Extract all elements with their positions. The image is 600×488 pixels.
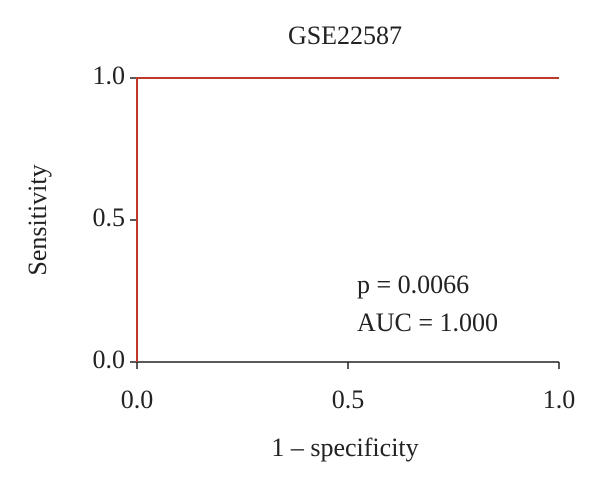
y-tick-label: 0.5 (93, 203, 126, 232)
roc-curve (136, 77, 559, 362)
x-axis-label: 1 – specificity (271, 433, 418, 462)
x-tick-label: 0.0 (121, 385, 154, 414)
y-tick-label: 1.0 (93, 61, 126, 90)
annotation: AUC = 1.000 (357, 308, 498, 337)
y-axis-label: Sensitivity (23, 164, 52, 275)
chart-title: GSE22587 (288, 21, 402, 50)
annotation: p = 0.0066 (357, 270, 469, 299)
y-tick-label: 0.0 (93, 345, 126, 374)
x-tick-label: 1.0 (543, 385, 576, 414)
x-tick-label: 0.5 (332, 385, 365, 414)
